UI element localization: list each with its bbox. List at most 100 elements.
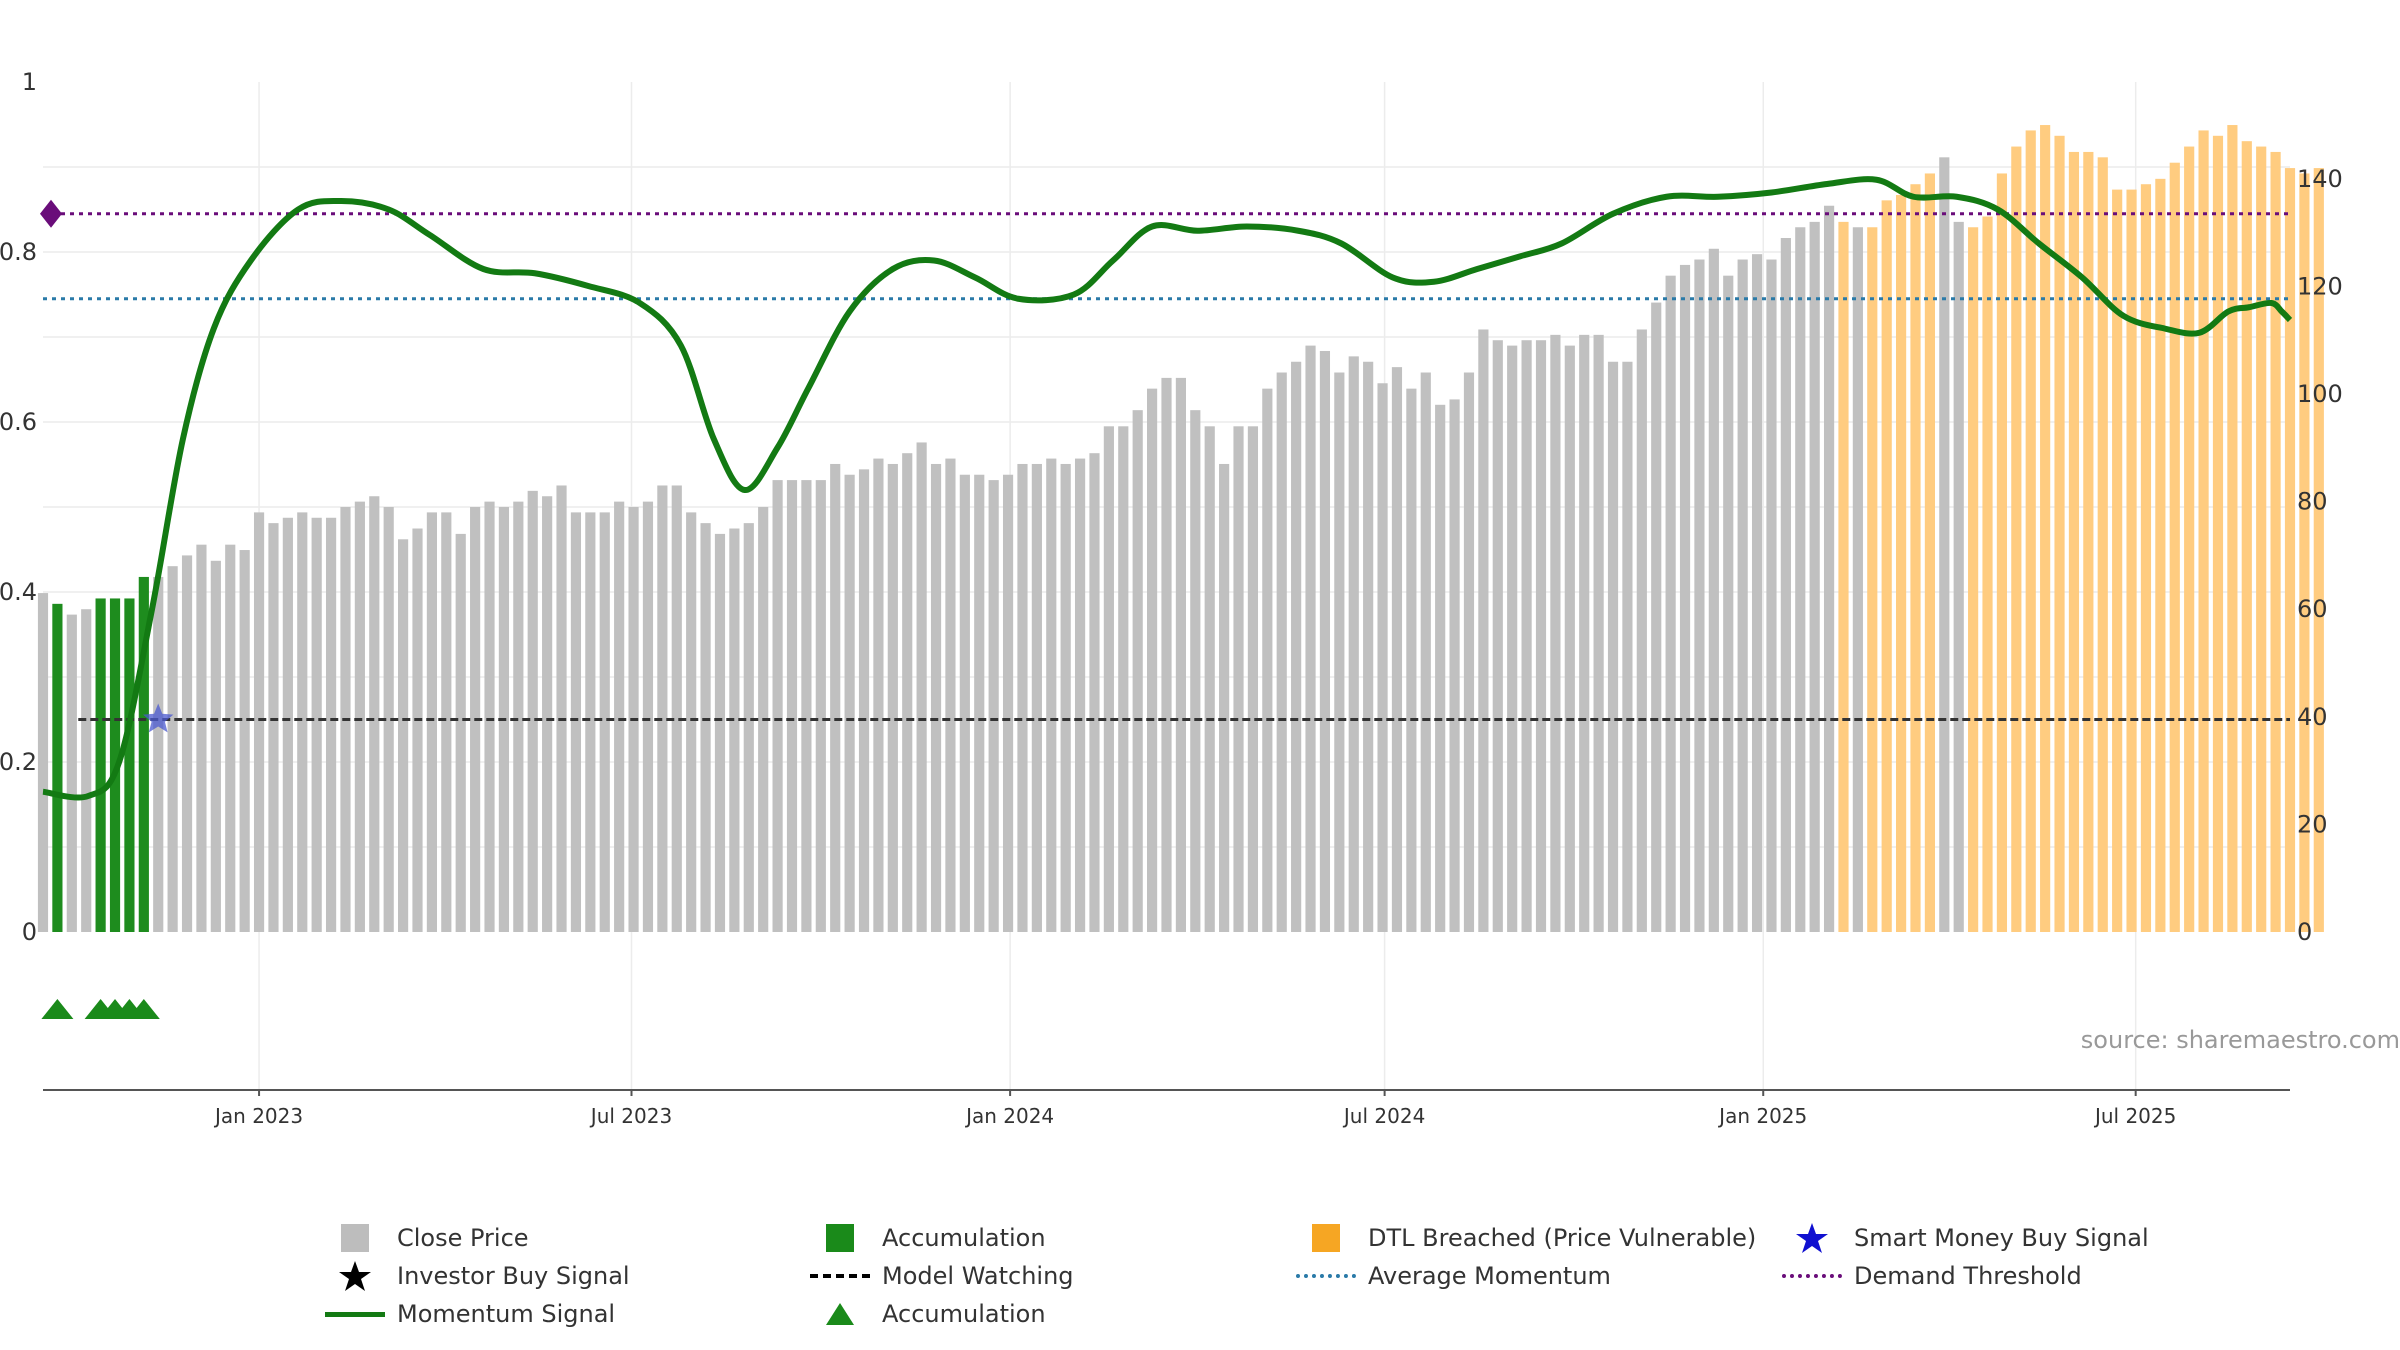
close-price-bar (1795, 227, 1806, 932)
close-price-bar (772, 480, 783, 932)
left-axis-label: 0.2 (0, 748, 37, 776)
momentum-chart: Jan 2023 Jul 2023 Jan 2024 Jul 2024 Jan 2025… (0, 68, 2400, 1128)
close-price-bar (1204, 426, 1215, 932)
close-price-bar (268, 523, 279, 932)
dtl-breached-bar (2025, 130, 2036, 932)
dtl-breached-bar (1924, 173, 1935, 933)
close-price-bar (1348, 356, 1359, 933)
accumulation-triangle (127, 999, 160, 1019)
close-price-bar (196, 544, 207, 932)
close-price-bar (988, 480, 999, 932)
close-price-bar (873, 458, 884, 932)
legend-item-dtl-breached: DTL Breached (Price Vulnerable) (1296, 1221, 1756, 1255)
threshold-lines (43, 212, 2290, 721)
dtl-breached-bar (2256, 146, 2267, 933)
left-axis-label: 0.6 (0, 408, 37, 436)
close-price-bar (570, 512, 582, 932)
close-price-bar (1636, 329, 1647, 932)
close-price-bar (858, 469, 870, 932)
close-price-bar (225, 544, 236, 932)
close-price-bar (714, 533, 726, 932)
close-price-bar (1939, 157, 1950, 932)
demand-diamond-marker (40, 199, 62, 228)
close-price-bar (1276, 372, 1287, 932)
close-price-bar (412, 528, 423, 932)
close-price-bar (974, 474, 985, 932)
legend-item-investor-buy: Investor Buy Signal (325, 1259, 630, 1293)
close-price-bar (1319, 350, 1331, 933)
close-price-bar (1737, 259, 1748, 933)
close-price-bar (1161, 377, 1172, 932)
dtl-breached-bar (2299, 173, 2310, 933)
x-tick-label: Jan 2024 (964, 1104, 1054, 1128)
close-price-bar (527, 490, 538, 932)
close-price-bar (1262, 388, 1273, 932)
close-price-bar (1463, 372, 1475, 932)
close-price-bar (1190, 410, 1201, 932)
legend-label: Average Momentum (1368, 1262, 1611, 1290)
solid-line-swatch (325, 1312, 385, 1317)
close-price-bar (801, 480, 812, 932)
dtl-breached-bar (1982, 216, 1993, 933)
right-axis-label: 140 (2297, 165, 2343, 193)
legend-item-close-price: Close Price (325, 1221, 529, 1255)
axes: Jan 2023 Jul 2023 Jan 2024 Jul 2024 Jan 2025… (0, 68, 2343, 1128)
close-price-bar (153, 576, 164, 932)
close-price-bar (1334, 372, 1345, 932)
close-price-bar (1564, 345, 1575, 932)
accumulation-bar (52, 603, 63, 932)
right-axis-label: 100 (2297, 380, 2343, 408)
close-price-bar (311, 517, 322, 932)
close-price-bar (383, 507, 394, 932)
dtl-breached-bar (2011, 146, 2022, 933)
close-price-bar (1435, 404, 1446, 933)
dtl-breached-bar (2140, 184, 2152, 932)
dtl-breached-bar (2040, 125, 2051, 933)
dtl-breached-bar (2270, 151, 2281, 932)
green-triangle-icon (826, 1303, 854, 1325)
close-price-bar (210, 560, 221, 932)
close-price-bar (585, 512, 596, 932)
close-price-bar (700, 523, 711, 932)
dotted-line-swatch (1296, 1274, 1356, 1278)
close-price-bar (369, 496, 380, 932)
close-price-bar (1651, 302, 1662, 933)
close-price-bar (959, 474, 970, 932)
dtl-breached-bar (2313, 168, 2324, 933)
accumulation-bar (95, 598, 106, 932)
legend-label: DTL Breached (Price Vulnerable) (1368, 1224, 1757, 1252)
close-price-bar (1694, 259, 1705, 933)
dtl-breached-bar (1910, 184, 1921, 932)
right-axis-label: 0 (2297, 918, 2312, 946)
close-price-bar (1679, 264, 1691, 933)
dtl-breached-bar (1968, 227, 1979, 932)
close-price-bar (786, 480, 798, 932)
close-price-bar (916, 442, 927, 932)
close-price-bar (844, 474, 855, 932)
close-price-bar (1492, 340, 1503, 932)
dtl-breached-bar (1896, 194, 1907, 933)
dtl-breached-bar (2083, 151, 2094, 932)
close-price-bar (1002, 474, 1014, 932)
close-price-bar (1219, 463, 1230, 932)
close-price-bar (945, 458, 956, 932)
close-price-bar (398, 539, 409, 932)
legend-item-smart-money: Smart Money Buy Signal (1782, 1221, 2149, 1255)
close-price-bar (66, 614, 77, 932)
close-price-bar (1391, 367, 1403, 932)
close-price-bar (354, 501, 365, 932)
close-price-bar (902, 453, 913, 932)
close-price-bar (1766, 259, 1777, 933)
legend-label: Close Price (397, 1224, 529, 1252)
dtl-swatch (1312, 1224, 1340, 1252)
close-price-bar (815, 480, 826, 932)
accumulation-triangle (41, 999, 74, 1019)
dtl-breached-bar (2241, 141, 2252, 932)
close-price-bar (484, 501, 495, 932)
close-price-bar (671, 485, 682, 932)
close-price-bar (1046, 458, 1057, 932)
close-price-bar (1478, 329, 1489, 932)
dtl-breached-bar (1838, 221, 1849, 932)
close-price-bar (1780, 238, 1791, 932)
left-axis-label: 0.4 (0, 578, 37, 606)
